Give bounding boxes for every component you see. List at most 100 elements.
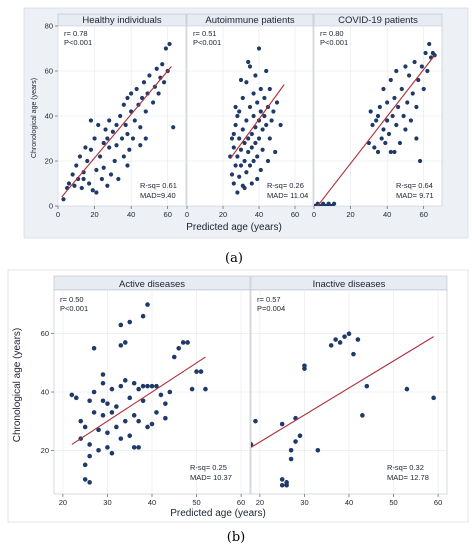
figure-a-ylabel: Chronological age (years)	[31, 78, 38, 158]
data-point	[374, 118, 379, 123]
data-point	[253, 418, 258, 424]
data-point	[118, 322, 124, 328]
data-point	[96, 122, 101, 128]
data-point	[110, 129, 115, 134]
data-point	[138, 125, 143, 130]
x-tick-label: 20	[256, 498, 264, 507]
r-squared: R-sq= 0.26	[267, 181, 304, 190]
data-point	[255, 154, 260, 159]
data-layer	[251, 331, 436, 488]
data-point	[355, 337, 361, 342]
x-tick-label: 40	[255, 210, 263, 219]
data-point	[262, 95, 267, 101]
data-point	[171, 354, 177, 360]
data-point	[105, 445, 110, 450]
data-point	[256, 118, 262, 123]
data-point	[360, 413, 365, 418]
data-point	[255, 100, 260, 105]
data-point	[247, 104, 253, 110]
data-point	[109, 386, 115, 392]
data-point	[233, 163, 238, 168]
data-point	[246, 149, 251, 155]
data-point	[136, 386, 141, 392]
data-point	[127, 433, 133, 439]
r-squared: R-sq= 0.32	[387, 463, 424, 472]
y-tick-label: 20	[41, 446, 49, 455]
data-point	[293, 439, 298, 444]
data-point	[140, 313, 146, 319]
data-point	[262, 113, 267, 119]
data-point	[125, 131, 130, 137]
data-point	[419, 64, 424, 69]
data-point	[258, 86, 263, 92]
data-point	[274, 100, 280, 105]
data-point	[158, 392, 164, 398]
regression-line	[229, 84, 285, 160]
data-point	[118, 113, 123, 119]
data-point	[141, 80, 147, 85]
data-point	[154, 383, 159, 389]
data-point	[244, 170, 249, 175]
data-point	[431, 395, 436, 401]
figure-a-plots: Healthy individuals 0 20 40 60 80 0 20 40 60 r= 0.…	[45, 13, 443, 219]
data-point	[364, 383, 370, 389]
data-point	[81, 170, 86, 175]
data-point	[149, 421, 155, 427]
x-tick-label: 60	[164, 210, 172, 219]
data-point	[337, 340, 343, 345]
correlation-r: r= 0.78	[64, 29, 88, 38]
data-point	[253, 73, 258, 78]
data-point	[147, 73, 152, 78]
data-point	[237, 174, 242, 179]
data-point	[267, 136, 272, 141]
data-point	[194, 369, 199, 374]
data-point	[403, 64, 408, 69]
data-point	[119, 136, 125, 141]
data-point	[408, 118, 414, 123]
x-tick-label: 20	[346, 210, 354, 219]
data-point	[131, 413, 137, 418]
data-point	[100, 372, 106, 377]
data-point	[394, 122, 399, 128]
panel-title: Autoimmune patients	[205, 15, 294, 26]
mad-value: MAD= 12.78	[387, 473, 429, 482]
data-point	[238, 77, 244, 83]
data-point	[73, 395, 79, 401]
data-point	[87, 453, 92, 459]
data-point	[246, 59, 251, 65]
data-point	[379, 136, 384, 141]
x-tick-label: 20	[59, 498, 67, 507]
data-point	[251, 442, 254, 447]
y-tick-label: 60	[45, 67, 53, 76]
panel-title: COVID-19 patients	[338, 15, 418, 26]
data-point	[131, 380, 137, 386]
data-point	[233, 122, 238, 128]
data-point	[123, 122, 128, 128]
data-point	[140, 95, 145, 101]
y-tick-label: 40	[41, 388, 49, 397]
data-point	[94, 167, 99, 173]
data-point	[235, 154, 240, 159]
data-point	[78, 418, 84, 424]
data-point	[145, 424, 150, 430]
data-point	[397, 140, 403, 146]
data-point	[107, 145, 112, 150]
data-point	[229, 172, 235, 177]
data-point	[231, 145, 236, 150]
data-point	[96, 427, 101, 433]
data-point	[100, 380, 106, 386]
data-point	[249, 131, 254, 137]
data-point	[260, 127, 265, 132]
data-point	[167, 389, 173, 395]
data-point	[251, 113, 256, 119]
data-point	[238, 163, 244, 168]
regression-line	[316, 54, 436, 206]
data-point	[249, 181, 254, 186]
data-point	[118, 383, 124, 389]
data-point	[149, 383, 155, 389]
data-point	[284, 482, 289, 488]
data-point	[74, 163, 79, 168]
data-point	[242, 185, 247, 191]
data-point	[231, 131, 236, 137]
